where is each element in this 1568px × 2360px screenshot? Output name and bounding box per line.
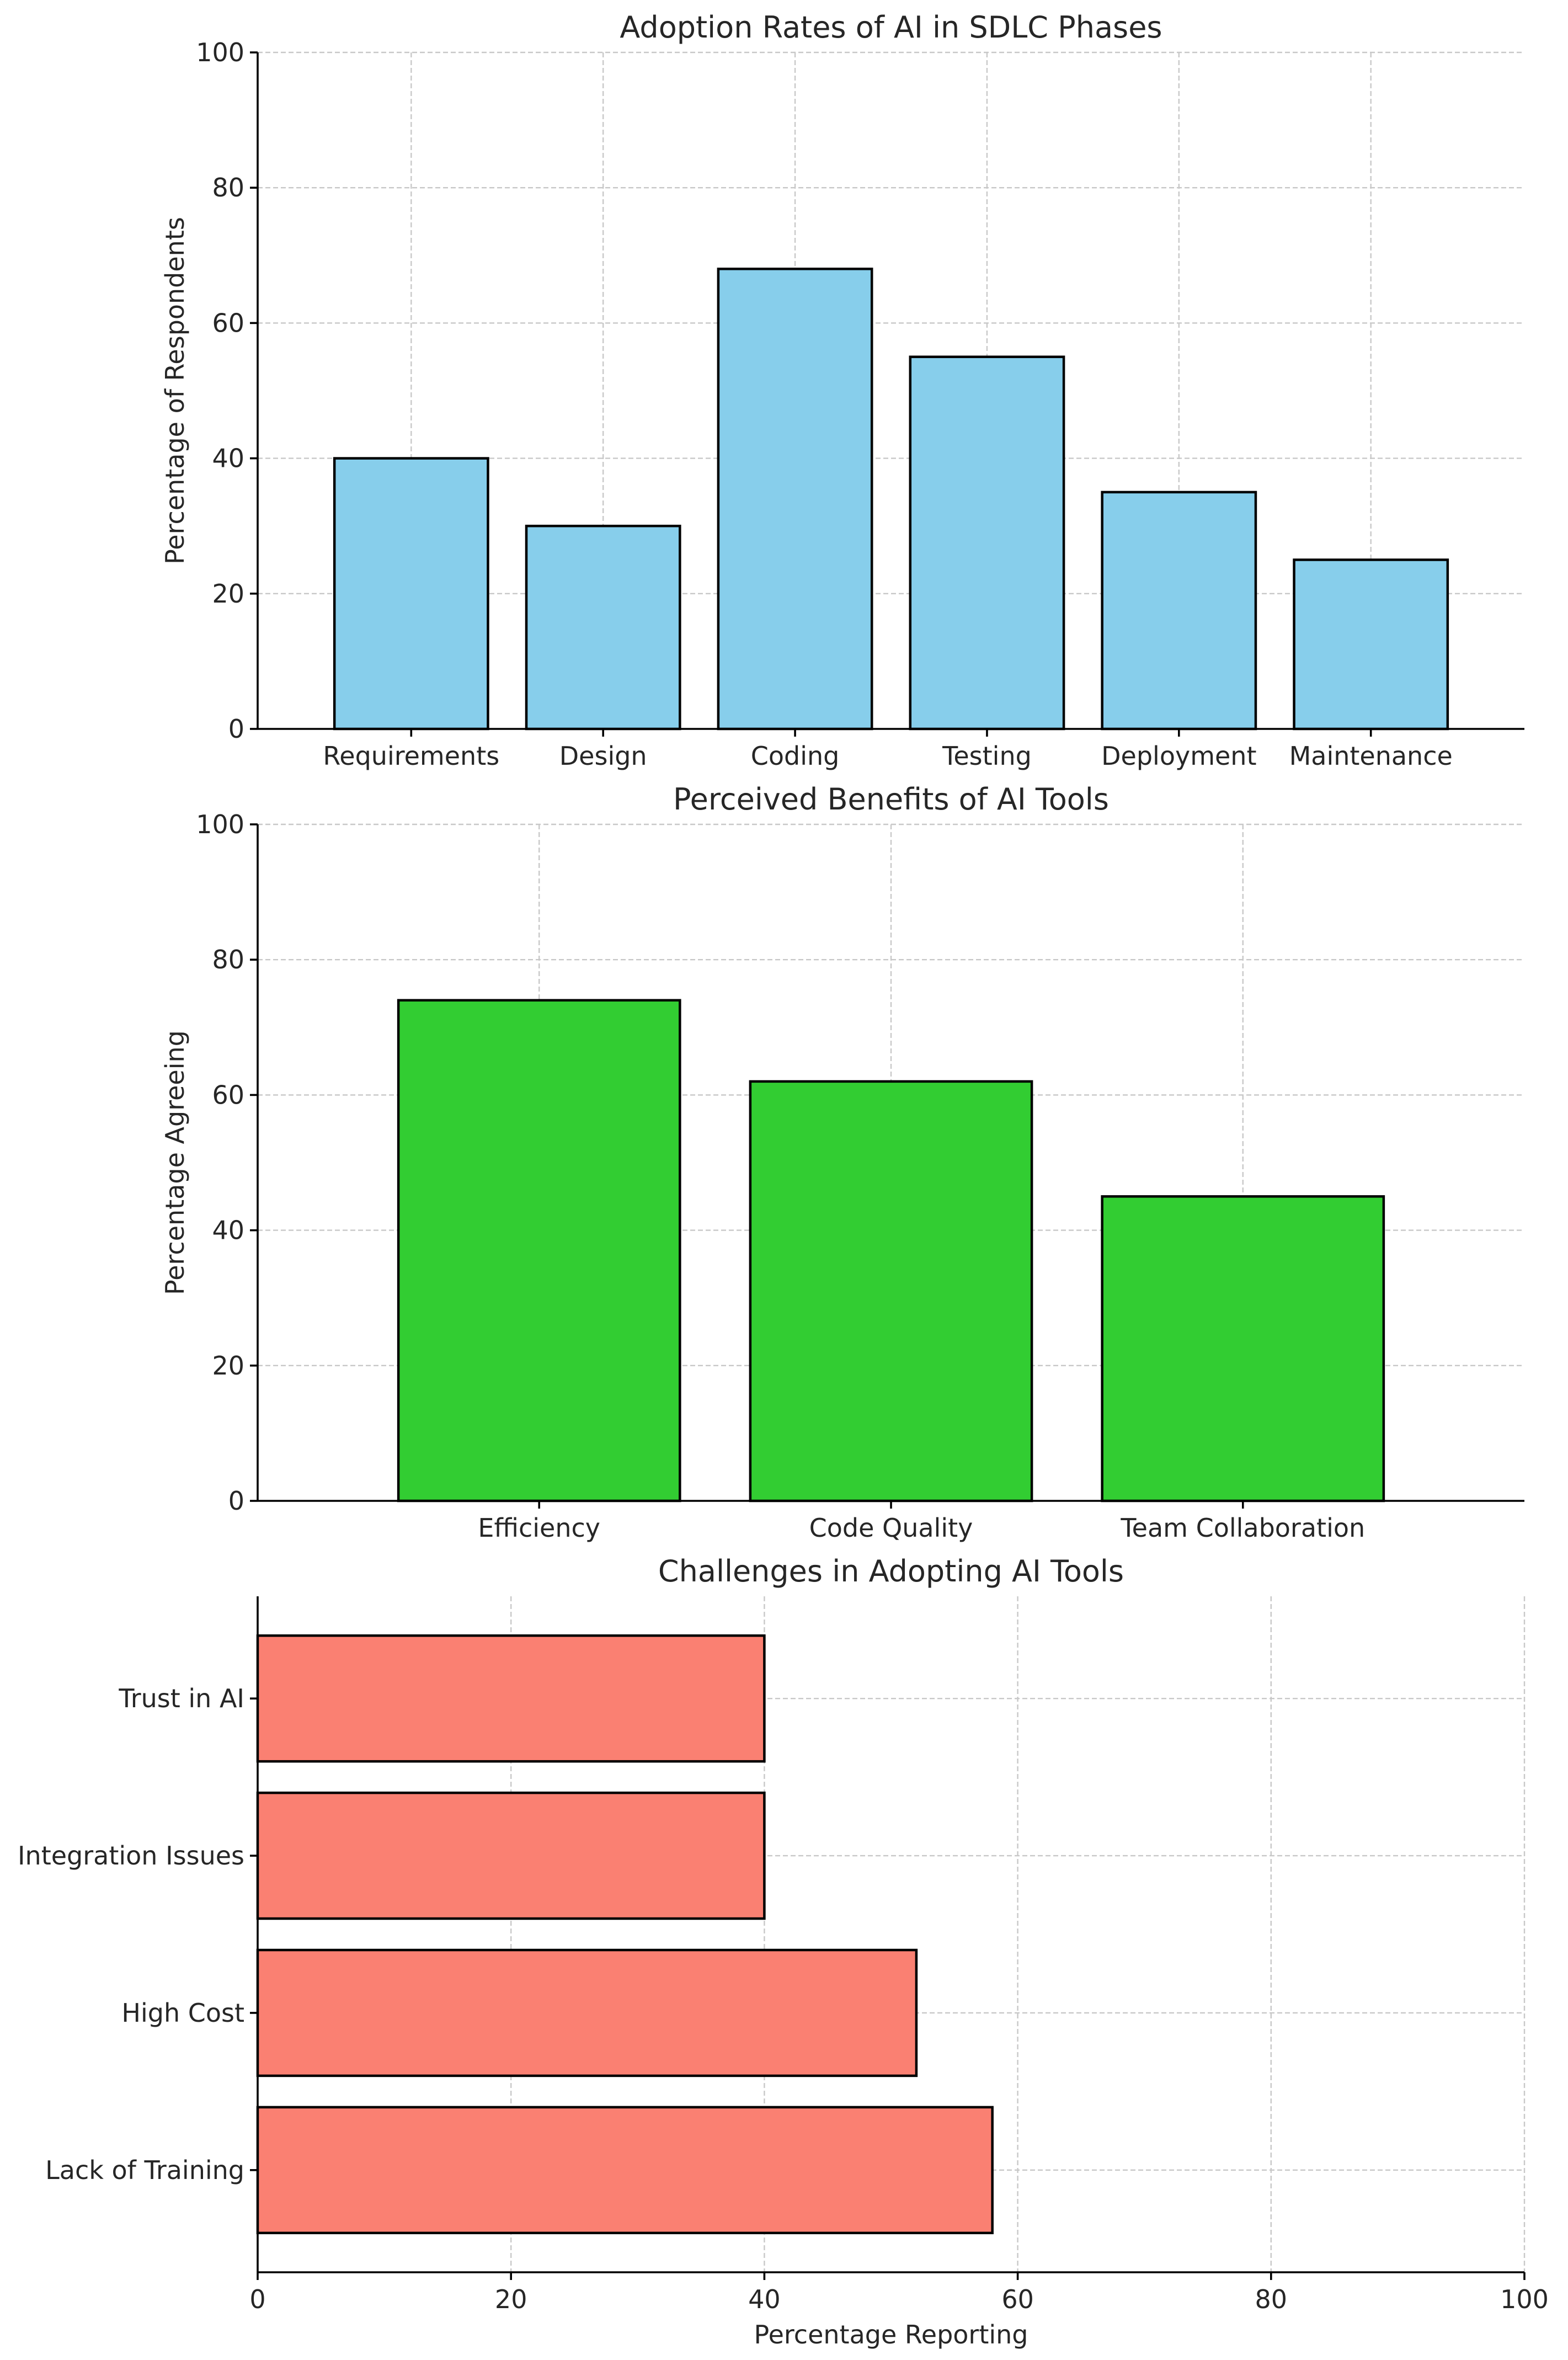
bar: [256, 1948, 918, 2077]
y-tick-label: 100: [196, 809, 244, 839]
x-tick-label: Efficiency: [478, 1513, 600, 1543]
bars: [256, 1634, 994, 2235]
bar: [909, 355, 1065, 731]
x-tick-label: Testing: [942, 741, 1032, 771]
tick-labels: 0 20 40 60 80 100 Efficiency Code Quality Team C…: [196, 809, 1365, 1543]
bar: [717, 268, 873, 731]
bar: [1293, 558, 1449, 731]
adoption-rates-chart: Adoption Rates of AI in SDLC Phases Perc…: [160, 10, 1524, 771]
tick-labels: 0 20 40 60 80 100 Requirements Design Coding Test…: [196, 38, 1453, 771]
bar: [333, 457, 489, 731]
y-tick-label: 40: [212, 1216, 244, 1245]
y-tick-label: Lack of Training: [45, 2155, 244, 2185]
y-tick-label: 20: [212, 1351, 244, 1381]
y-axis-label: Percentage of Respondents: [160, 217, 190, 564]
y-tick-label: 40: [212, 444, 244, 473]
x-axis-label: Percentage Reporting: [754, 2320, 1028, 2350]
chart-title: Perceived Benefits of AI Tools: [673, 782, 1109, 817]
bar: [256, 1791, 766, 1920]
x-tick-label: Design: [559, 741, 647, 771]
x-tick-label: 100: [1500, 2284, 1549, 2314]
y-tick-label: 0: [228, 714, 244, 744]
y-tick-label: 0: [228, 1486, 244, 1516]
y-tick-label: Integration Issues: [18, 1841, 244, 1871]
x-tick-label: Requirements: [323, 741, 499, 771]
x-tick-label: Coding: [751, 741, 840, 771]
y-tick-label: 100: [196, 38, 244, 67]
axes: [250, 1596, 1526, 2280]
perceived-benefits-chart: Perceived Benefits of AI Tools Percentag…: [160, 782, 1524, 1543]
y-tick-label: 80: [212, 173, 244, 203]
bar: [749, 1080, 1033, 1503]
axes: [250, 823, 1524, 1509]
y-tick-label: Trust in AI: [118, 1684, 244, 1713]
axes: [250, 51, 1524, 737]
x-tick-label: 80: [1255, 2284, 1288, 2314]
bars: [397, 999, 1385, 1503]
y-tick-label: 60: [212, 308, 244, 338]
x-tick-label: Code Quality: [809, 1513, 973, 1543]
bar: [256, 1634, 766, 1763]
x-tick-label: Maintenance: [1289, 741, 1453, 771]
bar: [256, 2106, 994, 2235]
x-tick-label: Deployment: [1101, 741, 1256, 771]
x-tick-label: 20: [495, 2284, 527, 2314]
bar: [525, 524, 681, 731]
bar: [397, 999, 681, 1503]
bar: [1101, 1195, 1385, 1503]
y-tick-label: 20: [212, 579, 244, 609]
adoption-challenges-chart: Challenges in Adopting AI Tools Percenta…: [18, 1554, 1549, 2350]
y-tick-label: High Cost: [121, 1998, 244, 2028]
y-axis-label: Percentage Agreeing: [160, 1030, 190, 1295]
y-tick-label: 60: [212, 1080, 244, 1110]
chart-title: Adoption Rates of AI in SDLC Phases: [620, 10, 1162, 45]
x-tick-label: 40: [748, 2284, 781, 2314]
y-tick-label: 80: [212, 945, 244, 974]
bars: [333, 268, 1449, 731]
tick-labels: 0 20 40 60 80 100 Lack of Training High Cost Int…: [18, 1684, 1549, 2314]
x-tick-label: 0: [249, 2284, 265, 2314]
x-tick-label: Team Collaboration: [1120, 1513, 1365, 1543]
chart-title: Challenges in Adopting AI Tools: [658, 1554, 1124, 1589]
bar: [1101, 491, 1257, 731]
x-tick-label: 60: [1001, 2284, 1034, 2314]
